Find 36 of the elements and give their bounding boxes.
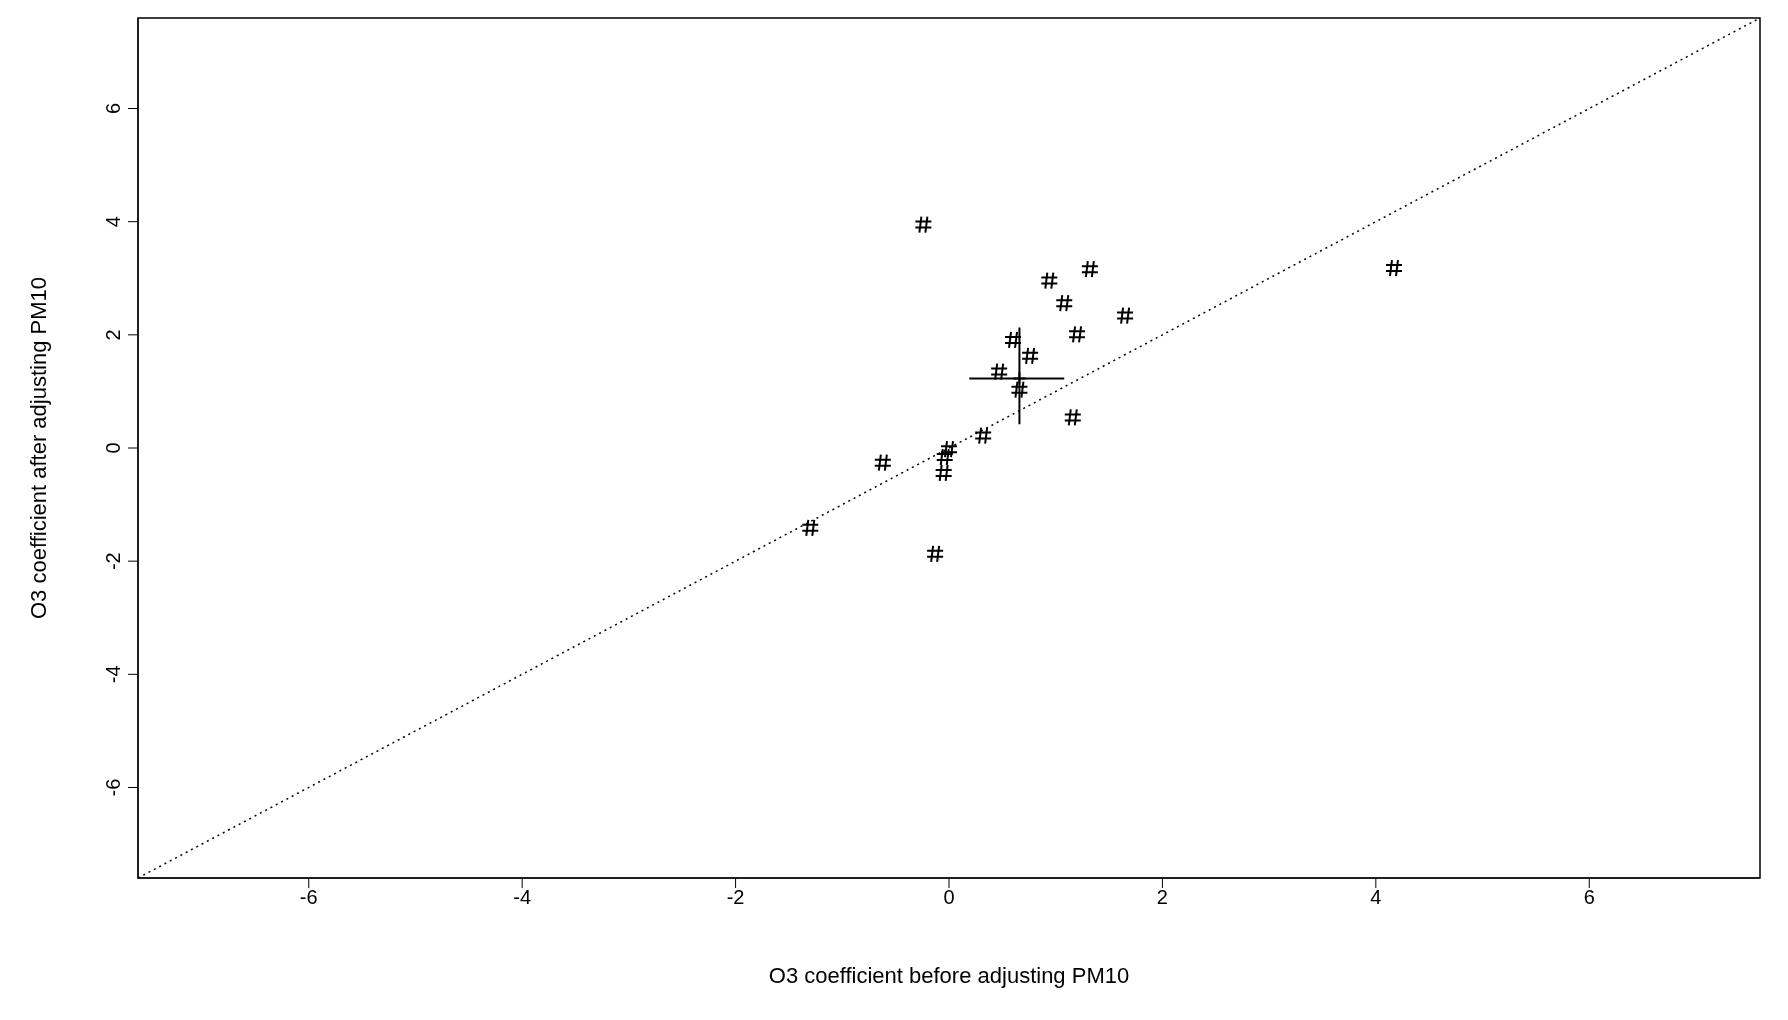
point (1004, 330, 1023, 349)
point (1116, 306, 1135, 325)
point (940, 440, 958, 459)
x-tick-label: -6 (299, 886, 318, 909)
point (926, 544, 945, 563)
x-axis-title: O3 coefficient before adjusting PM10 (768, 963, 1130, 988)
point (873, 453, 892, 472)
point (1068, 325, 1087, 344)
point (1040, 271, 1059, 290)
x-tick-label: -4 (513, 886, 532, 909)
point (1010, 380, 1029, 399)
x-tick-label: 2 (1156, 886, 1168, 909)
x-tick-label: 4 (1370, 886, 1382, 909)
y-tick-label: -6 (102, 778, 124, 797)
y-tick-label: 0 (102, 442, 124, 454)
point (935, 448, 954, 467)
point (974, 426, 993, 445)
point (1012, 371, 1027, 386)
y-axis-title: O3 coefficient after adjusting PM10 (25, 276, 51, 620)
point (990, 362, 1009, 381)
y-tick-label: 2 (102, 329, 124, 341)
x-tick-label: 0 (943, 886, 955, 909)
y-tick-label: 6 (102, 102, 124, 115)
point (1021, 346, 1040, 365)
x-tick-label: -2 (726, 886, 745, 909)
point (934, 463, 953, 482)
x-tick-label: 6 (1583, 886, 1595, 909)
point (1055, 294, 1074, 313)
point (1063, 408, 1082, 427)
point (914, 215, 933, 234)
y-tick-label: -4 (102, 665, 124, 684)
point (1384, 259, 1403, 278)
point (801, 518, 820, 537)
y-tick-label: -2 (102, 552, 124, 571)
y-tick-label: 4 (102, 216, 124, 228)
point (1080, 260, 1099, 279)
